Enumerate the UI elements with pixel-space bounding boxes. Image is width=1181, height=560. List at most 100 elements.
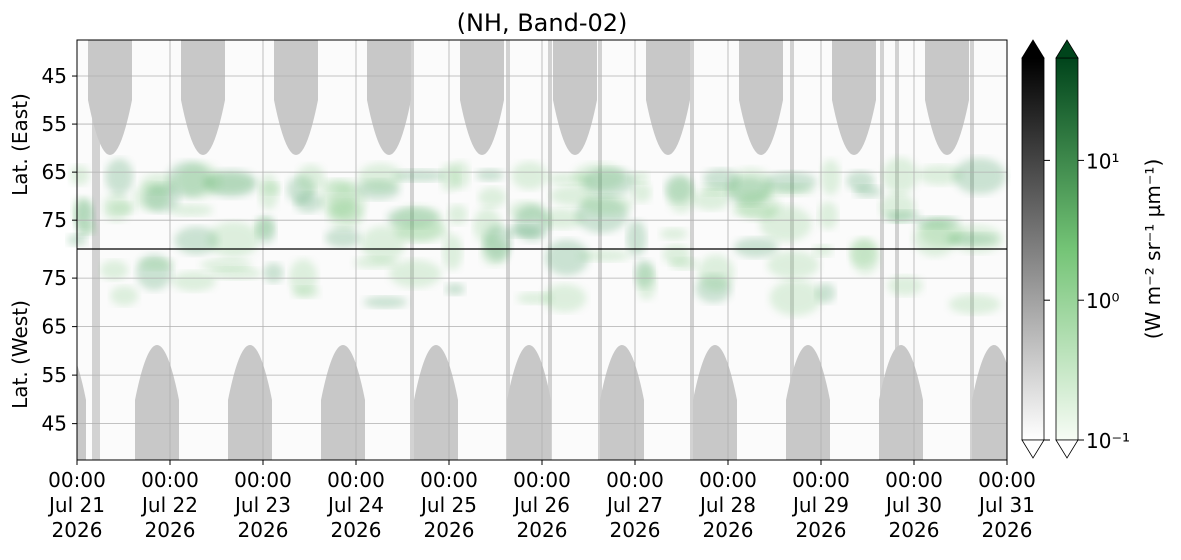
- x-tick-label: 00:00: [513, 468, 571, 492]
- emission: [289, 259, 318, 296]
- night-arch: [786, 345, 830, 460]
- emission: [887, 275, 924, 296]
- emission: [394, 169, 447, 182]
- data-gap: [410, 40, 414, 460]
- x-tick-label: Jul 29: [791, 493, 849, 517]
- emission: [769, 279, 822, 316]
- x-tick-label: Jul 22: [140, 493, 198, 517]
- emission: [818, 201, 838, 230]
- night-arch: [181, 40, 225, 155]
- emission: [516, 292, 553, 305]
- emission: [813, 244, 833, 257]
- y-tick-label: 55: [42, 112, 67, 136]
- night-arch: [646, 40, 690, 155]
- night-arch: [832, 40, 876, 155]
- emission: [263, 262, 284, 283]
- emission: [764, 171, 817, 192]
- emission: [171, 271, 216, 292]
- x-tick-label: 00:00: [606, 468, 664, 492]
- x-tick-label: 2026: [703, 518, 754, 542]
- colorbar: [1055, 57, 1079, 441]
- data-gap: [92, 40, 96, 460]
- emission: [920, 218, 965, 247]
- emission: [363, 296, 408, 309]
- emission: [143, 184, 180, 213]
- x-tick-label: 00:00: [48, 468, 106, 492]
- night-arch: [553, 40, 597, 155]
- emission: [447, 204, 468, 225]
- emission: [176, 162, 221, 199]
- colorbar-extend: [1055, 39, 1079, 59]
- emission: [882, 157, 919, 194]
- x-tick-label: 2026: [889, 518, 940, 542]
- x-tick-label: 00:00: [234, 468, 292, 492]
- emission: [542, 284, 587, 313]
- night-arch: [274, 40, 318, 155]
- night-arch: [879, 345, 923, 460]
- night-arch: [507, 345, 551, 460]
- night-arch: [693, 345, 737, 460]
- heatmap-texture: [67, 40, 1007, 460]
- emission: [626, 220, 647, 257]
- x-tick-label: Jul 26: [512, 493, 570, 517]
- emission: [853, 185, 882, 198]
- emission: [578, 249, 631, 262]
- plot-frame: [76, 39, 1008, 461]
- x-tick-label: 00:00: [141, 468, 199, 492]
- emission: [105, 158, 134, 195]
- emission: [478, 187, 507, 208]
- emission: [110, 285, 139, 306]
- emission: [210, 267, 263, 280]
- y-tick-label: 45: [42, 64, 67, 88]
- chart-title: (NH, Band-02): [457, 9, 628, 37]
- emission: [549, 185, 594, 206]
- emission: [539, 208, 584, 229]
- y-tick-label: 75: [42, 266, 67, 290]
- emission: [583, 168, 636, 197]
- y-axis-label: Lat. (East): [8, 93, 32, 196]
- emission: [256, 215, 276, 244]
- emission: [948, 294, 1001, 315]
- y-tick-label: 65: [42, 315, 67, 339]
- x-tick-label: 2026: [331, 518, 382, 542]
- emission: [261, 182, 281, 195]
- emission: [736, 192, 781, 221]
- night-arch: [367, 40, 411, 155]
- emission: [294, 192, 323, 213]
- y-tick-label: 65: [42, 160, 67, 184]
- emission: [511, 161, 548, 190]
- emission: [138, 258, 175, 271]
- emission: [669, 257, 698, 270]
- night-arch: [925, 40, 969, 155]
- emission: [107, 202, 136, 215]
- emission: [396, 221, 449, 242]
- emission: [360, 225, 405, 262]
- colorbar-extend: [1021, 39, 1045, 59]
- emission: [703, 168, 740, 189]
- x-tick-label: Jul 21: [47, 493, 105, 517]
- emission: [636, 263, 657, 300]
- x-tick-label: Jul 24: [326, 493, 384, 517]
- x-tick-label: Jul 23: [233, 493, 291, 517]
- emission: [667, 176, 696, 213]
- x-tick-label: Jul 28: [698, 493, 756, 517]
- emission: [358, 163, 403, 192]
- emission: [389, 259, 442, 288]
- y-tick-label: 55: [42, 363, 67, 387]
- x-tick-label: 2026: [982, 518, 1033, 542]
- emission: [291, 286, 320, 299]
- x-tick-label: 00:00: [885, 468, 943, 492]
- night-arch: [228, 345, 272, 460]
- colorbar-tick-label: 10¹: [1086, 149, 1119, 173]
- x-tick-label: 00:00: [327, 468, 385, 492]
- night-arch: [739, 40, 783, 155]
- data-gap: [690, 40, 694, 460]
- data-gap: [96, 40, 100, 460]
- colorbar-extend: [1021, 439, 1045, 459]
- emission: [514, 205, 551, 242]
- colorbar-tick-label: 10⁰: [1086, 289, 1119, 313]
- emission: [884, 210, 921, 223]
- emission: [483, 224, 512, 261]
- night-arch: [414, 345, 458, 460]
